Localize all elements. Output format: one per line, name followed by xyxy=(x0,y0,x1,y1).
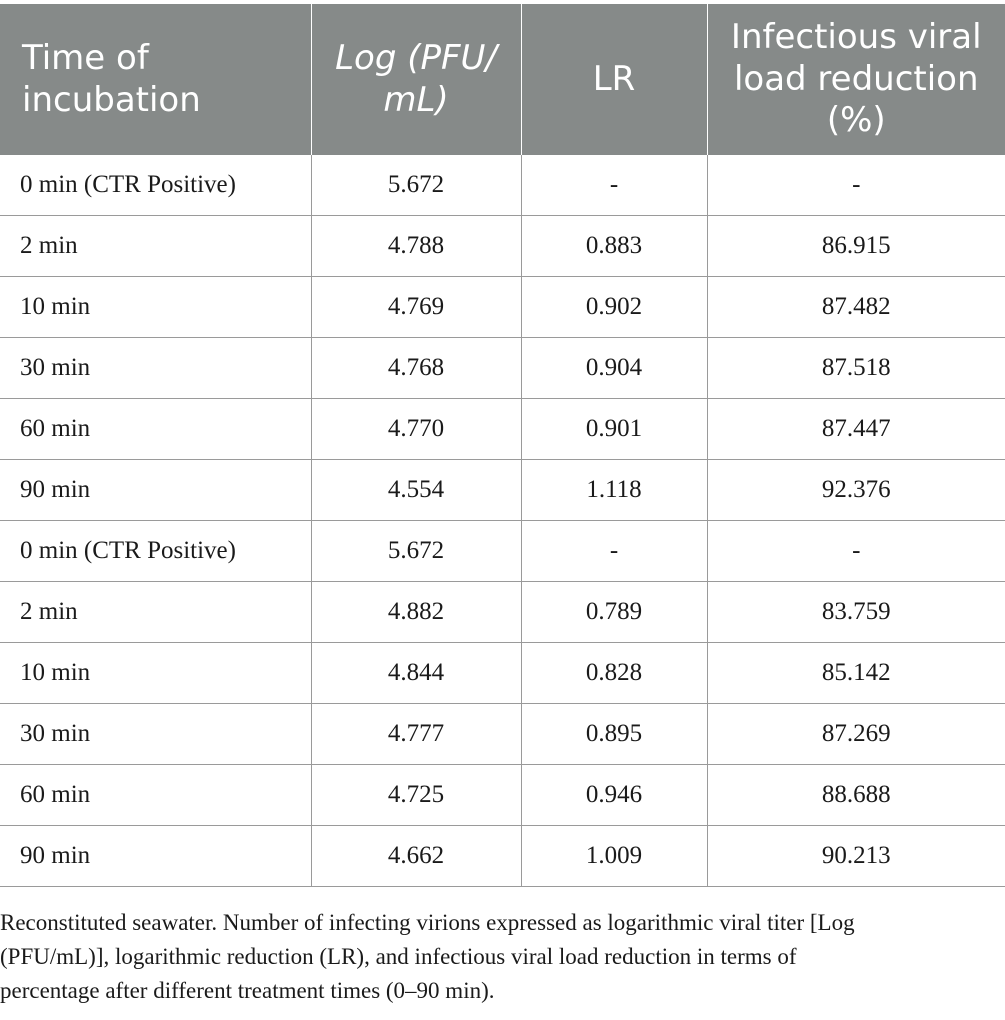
cell-time: 0 min (CTR Positive) xyxy=(0,155,312,216)
table-row: 30 min 4.768 0.904 87.518 xyxy=(0,337,1005,399)
cell-log-pfu: 4.554 xyxy=(311,459,522,521)
cell-time: 60 min xyxy=(0,398,312,460)
cell-time: 90 min xyxy=(0,825,312,887)
cell-log-pfu: 5.672 xyxy=(311,155,522,216)
header-line: Time of xyxy=(22,38,149,79)
cell-time: 10 min xyxy=(0,276,312,338)
cell-log-pfu: 4.882 xyxy=(311,581,522,643)
table-header-row: Time of incubation Log (PFU/ mL) LR Infe… xyxy=(0,4,1005,155)
table-row: 90 min 4.554 1.118 92.376 xyxy=(0,459,1005,521)
cell-lr: 0.901 xyxy=(521,398,708,460)
header-viral-load-reduction: Infectious viral load reduction (%) xyxy=(707,4,1005,155)
table-row: 0 min (CTR Positive) 5.672 - - xyxy=(0,520,1005,582)
cell-reduction: 87.518 xyxy=(707,337,1005,399)
table-body: 0 min (CTR Positive) 5.672 - - 2 min 4.7… xyxy=(0,155,1005,887)
table-row: 30 min 4.777 0.895 87.269 xyxy=(0,703,1005,765)
header-time-of-incubation: Time of incubation xyxy=(0,4,312,155)
cell-lr: - xyxy=(521,155,708,216)
cell-reduction: 83.759 xyxy=(707,581,1005,643)
table-row: 2 min 4.882 0.789 83.759 xyxy=(0,581,1005,643)
cell-lr: 0.883 xyxy=(521,215,708,277)
table-row: 0 min (CTR Positive) 5.672 - - xyxy=(0,155,1005,216)
cell-log-pfu: 4.725 xyxy=(311,764,522,826)
cell-time: 30 min xyxy=(0,337,312,399)
cell-log-pfu: 4.662 xyxy=(311,825,522,887)
cell-lr: 1.118 xyxy=(521,459,708,521)
cell-log-pfu: 4.770 xyxy=(311,398,522,460)
cell-time: 0 min (CTR Positive) xyxy=(0,520,312,582)
table-row: 60 min 4.770 0.901 87.447 xyxy=(0,398,1005,460)
cell-reduction: 88.688 xyxy=(707,764,1005,826)
data-table: Time of incubation Log (PFU/ mL) LR Infe… xyxy=(0,4,1005,887)
header-line: (%) xyxy=(826,100,886,141)
caption-line: (PFU/mL)], logarithmic reduction (LR), a… xyxy=(0,944,797,969)
cell-reduction: 92.376 xyxy=(707,459,1005,521)
cell-log-pfu: 4.768 xyxy=(311,337,522,399)
cell-reduction: 87.447 xyxy=(707,398,1005,460)
header-line: mL) xyxy=(383,79,449,120)
cell-log-pfu: 5.672 xyxy=(311,520,522,582)
data-table-container: Time of incubation Log (PFU/ mL) LR Infe… xyxy=(0,4,1005,887)
table-row: 60 min 4.725 0.946 88.688 xyxy=(0,764,1005,826)
cell-lr: - xyxy=(521,520,708,582)
table-caption: Reconstituted seawater. Number of infect… xyxy=(0,906,1000,1008)
table-row: 90 min 4.662 1.009 90.213 xyxy=(0,825,1005,887)
cell-lr: 0.895 xyxy=(521,703,708,765)
table-row: 2 min 4.788 0.883 86.915 xyxy=(0,215,1005,277)
header-line: Infectious viral xyxy=(730,17,982,58)
cell-reduction: 86.915 xyxy=(707,215,1005,277)
cell-time: 90 min xyxy=(0,459,312,521)
caption-line: Reconstituted seawater. Number of infect… xyxy=(0,910,855,935)
table-row: 10 min 4.844 0.828 85.142 xyxy=(0,642,1005,704)
cell-lr: 0.904 xyxy=(521,337,708,399)
cell-lr: 0.789 xyxy=(521,581,708,643)
header-log-pfu: Log (PFU/ mL) xyxy=(311,4,522,155)
cell-reduction: 85.142 xyxy=(707,642,1005,704)
cell-reduction: 90.213 xyxy=(707,825,1005,887)
cell-time: 2 min xyxy=(0,215,312,277)
cell-log-pfu: 4.788 xyxy=(311,215,522,277)
cell-reduction: - xyxy=(707,155,1005,216)
cell-time: 2 min xyxy=(0,581,312,643)
cell-log-pfu: 4.844 xyxy=(311,642,522,704)
table-row: 10 min 4.769 0.902 87.482 xyxy=(0,276,1005,338)
table-header: Time of incubation Log (PFU/ mL) LR Infe… xyxy=(0,4,1005,155)
cell-lr: 0.946 xyxy=(521,764,708,826)
cell-log-pfu: 4.777 xyxy=(311,703,522,765)
cell-lr: 1.009 xyxy=(521,825,708,887)
cell-reduction: 87.482 xyxy=(707,276,1005,338)
header-line: incubation xyxy=(22,79,201,120)
cell-time: 30 min xyxy=(0,703,312,765)
caption-line: percentage after different treatment tim… xyxy=(0,978,495,1003)
cell-lr: 0.828 xyxy=(521,642,708,704)
header-line: Log (PFU/ xyxy=(335,38,497,79)
cell-time: 10 min xyxy=(0,642,312,704)
header-line: LR xyxy=(592,58,636,99)
cell-reduction: - xyxy=(707,520,1005,582)
header-lr: LR xyxy=(521,4,708,155)
cell-log-pfu: 4.769 xyxy=(311,276,522,338)
cell-lr: 0.902 xyxy=(521,276,708,338)
header-line: load reduction xyxy=(733,58,979,99)
cell-time: 60 min xyxy=(0,764,312,826)
cell-reduction: 87.269 xyxy=(707,703,1005,765)
